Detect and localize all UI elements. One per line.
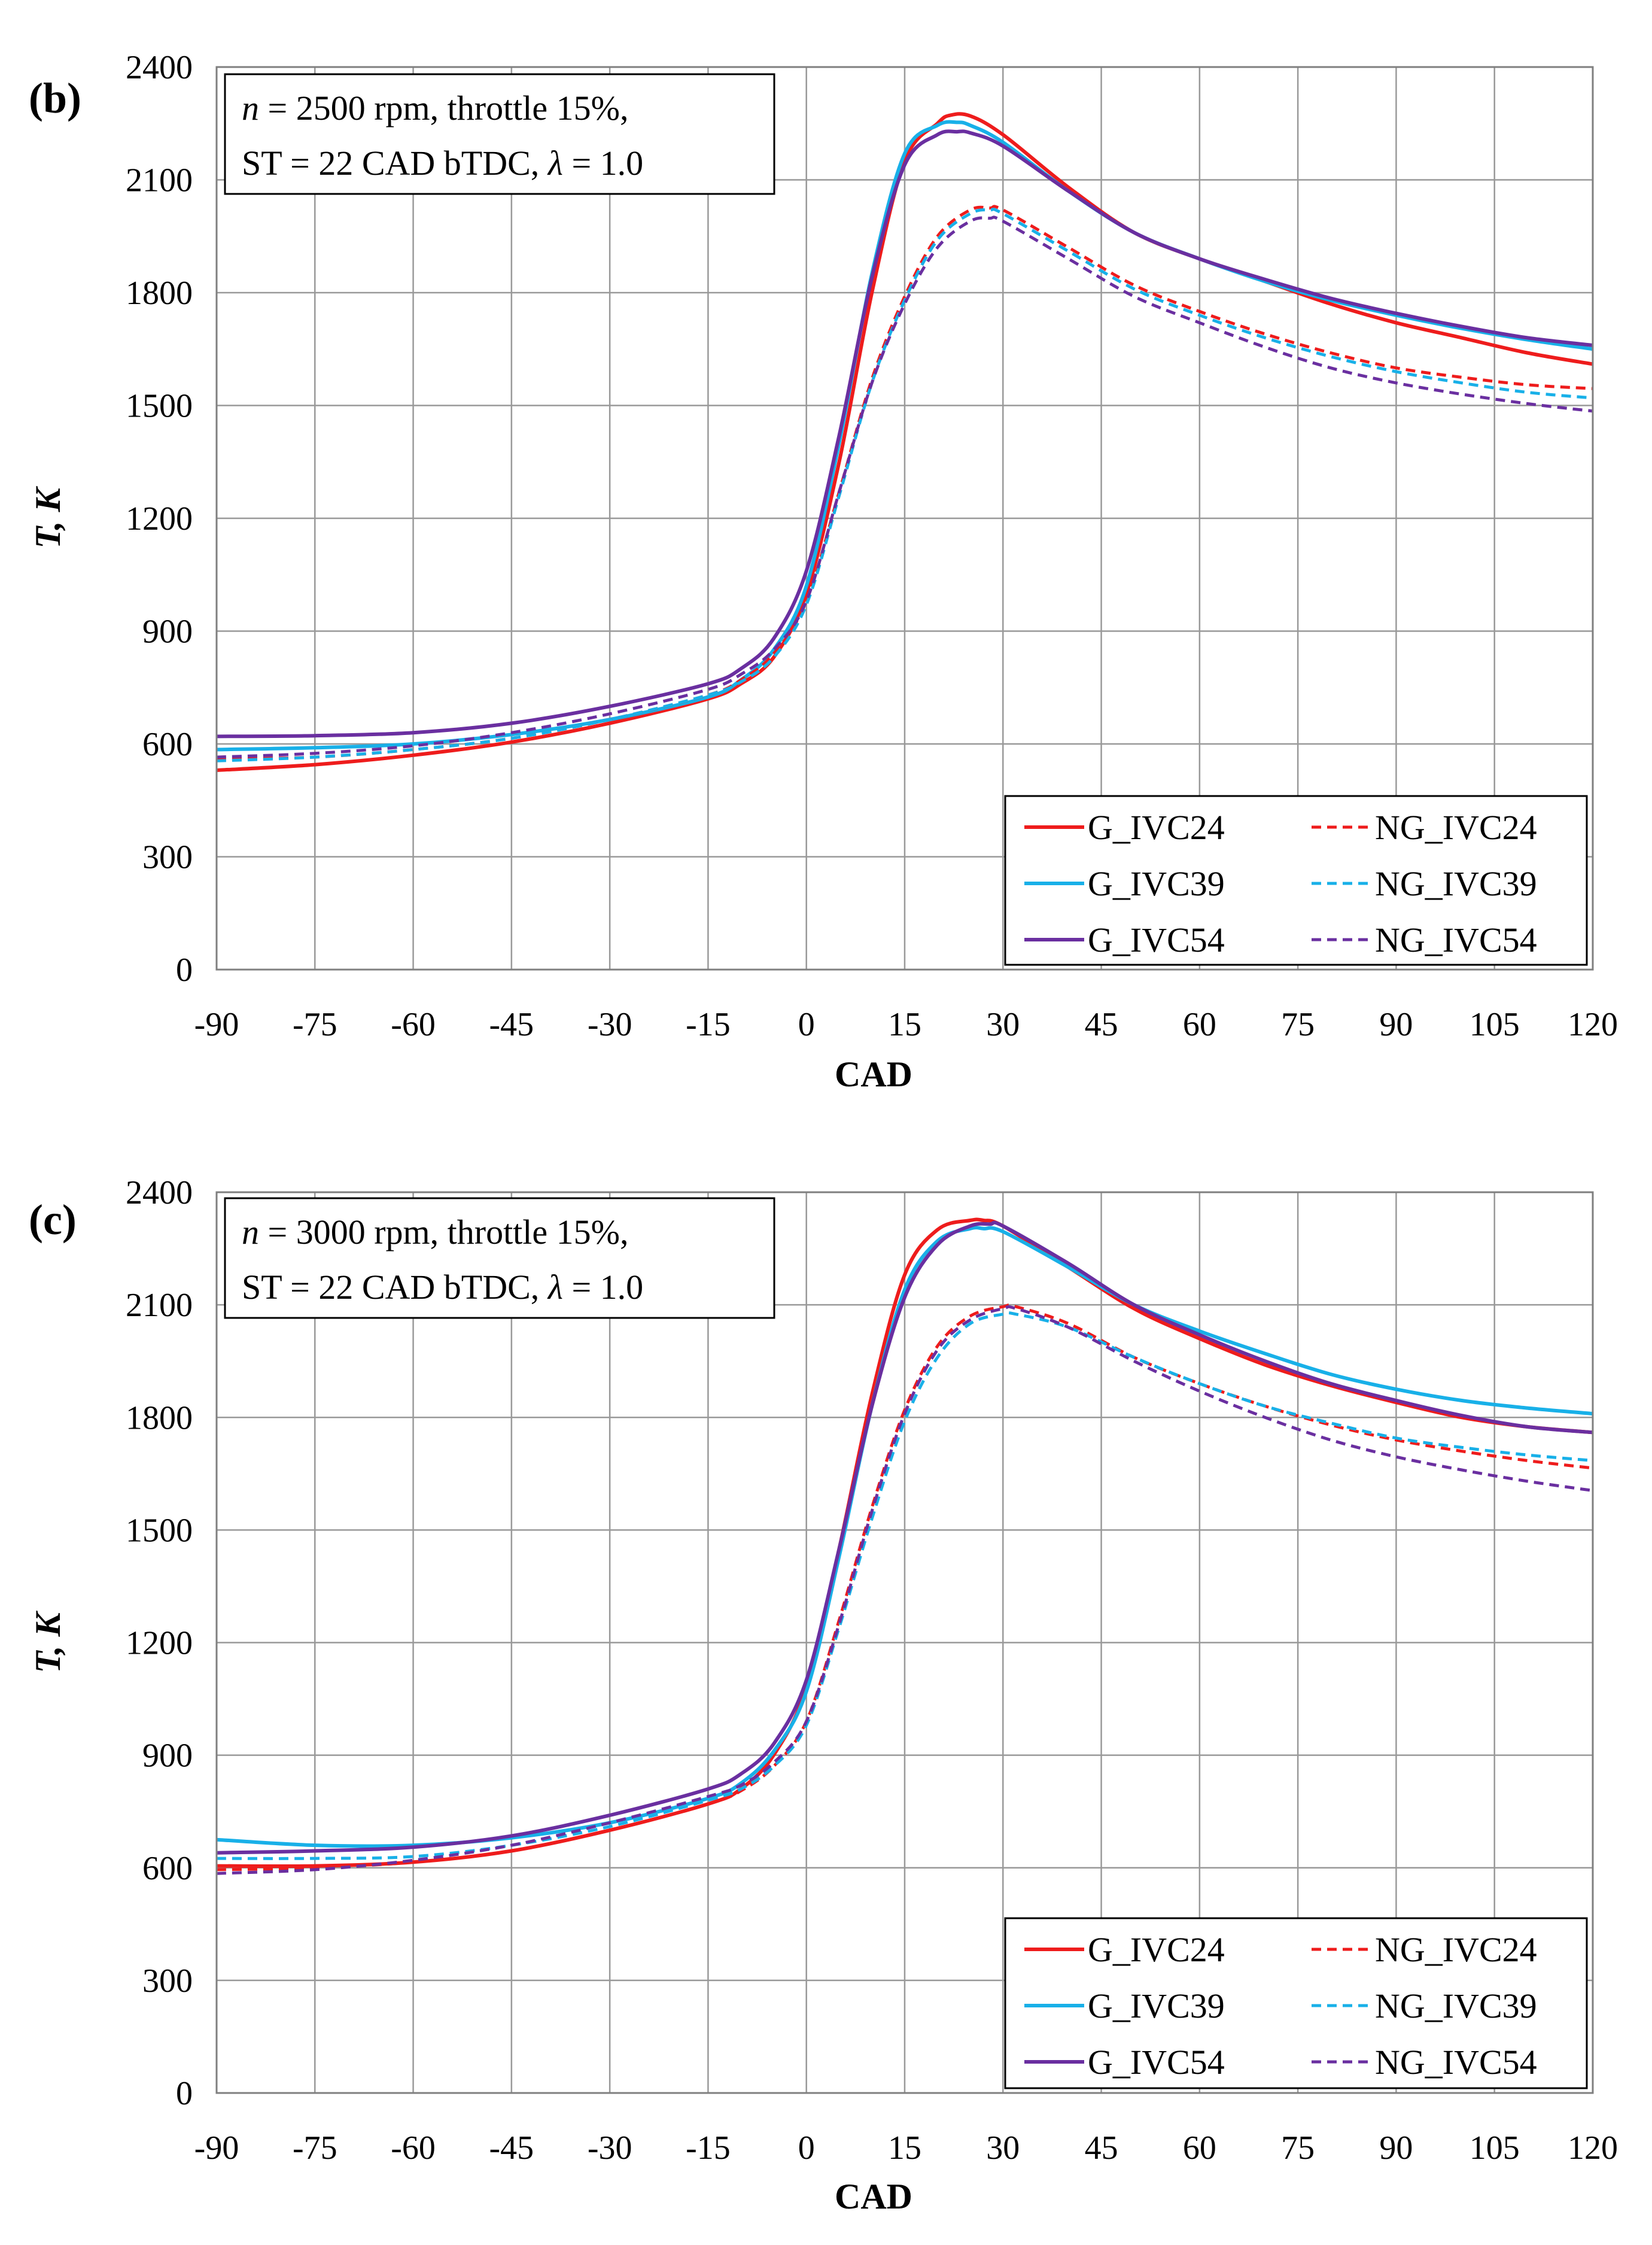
x-tick-label: -15	[686, 1006, 731, 1043]
y-tick-label: 900	[142, 613, 193, 651]
legend: G_IVC24 NG_IVC24 G_IVC39 NG_IVC39 G_IVC54 NG_…	[1004, 795, 1588, 966]
y-tick-label: 1800	[126, 275, 193, 312]
plot-border	[215, 1191, 1594, 2094]
x-tick-label: -45	[489, 2129, 534, 2167]
y-tick-labels: 0 300 600 900 1200 1500 1800 2100 2400	[126, 49, 193, 989]
y-tick-label: 600	[142, 1850, 193, 1887]
x-tick-label: 60	[1183, 2129, 1216, 2167]
legend-label-g-ivc39: G_IVC39	[1088, 1986, 1225, 2025]
x-tick-label: 45	[1085, 1006, 1118, 1043]
y-tick-label: 2100	[126, 162, 193, 199]
x-tick-label: 105	[1470, 1006, 1520, 1043]
series-lines	[216, 112, 1593, 772]
x-tick-label: 30	[986, 1006, 1020, 1043]
x-tick-label: 90	[1379, 2129, 1413, 2167]
x-tick-label: -90	[194, 1006, 239, 1043]
legend-box	[1004, 795, 1588, 966]
series-line-g-ivc54	[216, 129, 1593, 739]
x-tick-label: -75	[293, 1006, 337, 1043]
panel-label: (c)	[29, 1196, 77, 1244]
legend-label-ng-ivc54: NG_IVC54	[1375, 2043, 1537, 2082]
annotation-box: n = 2500 rpm, throttle 15%, ST = 22 CAD …	[224, 73, 775, 195]
y-tick-label: 2400	[126, 1174, 193, 1211]
annotation-box: n = 3000 rpm, throttle 15%, ST = 22 CAD …	[224, 1197, 775, 1319]
y-tick-label: 0	[176, 952, 193, 989]
x-tick-labels: -90 -75 -60 -45 -30 -15 0 15 30 45 60 75 90 105 120	[194, 1006, 1618, 1043]
x-tick-label: -60	[391, 2129, 436, 2167]
y-tick-label: 2400	[126, 49, 193, 86]
x-tick-label: -30	[588, 2129, 632, 2167]
x-tick-label: 0	[798, 1006, 815, 1043]
x-tick-label: 15	[888, 2129, 921, 2167]
y-axis-label: T, K	[28, 1610, 68, 1673]
x-tick-label: -90	[194, 2129, 239, 2167]
panel-label: (b)	[29, 74, 81, 122]
legend-label-ng-ivc54: NG_IVC54	[1375, 921, 1537, 959]
legend-label-ng-ivc24: NG_IVC24	[1375, 1930, 1537, 1969]
y-tick-label: 1500	[126, 388, 193, 425]
legend-label-g-ivc54: G_IVC54	[1088, 2043, 1225, 2082]
y-tick-label: 1500	[126, 1512, 193, 1549]
annotation-line-2: ST = 22 CAD bTDC, λ = 1.0	[242, 1268, 643, 1307]
legend-box	[1004, 1917, 1588, 2089]
legend: G_IVC24 NG_IVC24 G_IVC39 NG_IVC39 G_IVC54 NG_…	[1004, 1917, 1588, 2089]
x-axis-label: CAD	[835, 2177, 912, 2216]
series-lines	[216, 1217, 1593, 1875]
x-tick-label: 0	[798, 2129, 815, 2167]
series-line-ng-ivc24	[216, 1304, 1593, 1872]
series-line-ng-ivc39	[216, 208, 1593, 762]
x-tick-label: -75	[293, 2129, 337, 2167]
y-tick-label: 600	[142, 726, 193, 763]
annotation-line-1: n = 3000 rpm, throttle 15%,	[242, 1213, 628, 1251]
x-axis-label: CAD	[835, 1055, 912, 1094]
y-tick-labels: 0 300 600 900 1200 1500 1800 2100 2400	[126, 1174, 193, 2112]
y-tick-label: 900	[142, 1737, 193, 1775]
series-line-ng-ivc39	[216, 1311, 1593, 1860]
annotation-line-1: n = 2500 rpm, throttle 15%,	[242, 89, 628, 127]
y-axis-label: T, K	[28, 485, 68, 548]
x-tick-labels: -90 -75 -60 -45 -30 -15 0 15 30 45 60 75 90 105 120	[194, 2129, 1618, 2167]
legend-label-ng-ivc39: NG_IVC39	[1375, 1986, 1537, 2025]
y-tick-label: 1200	[126, 500, 193, 537]
x-tick-label: 120	[1568, 1006, 1618, 1043]
x-tick-label: 60	[1183, 1006, 1216, 1043]
annotation-line-2: ST = 22 CAD bTDC, λ = 1.0	[242, 144, 643, 183]
x-tick-label: 90	[1379, 1006, 1413, 1043]
legend-label-ng-ivc39: NG_IVC39	[1375, 864, 1537, 903]
y-tick-label: 1200	[126, 1625, 193, 1662]
y-tick-label: 0	[176, 2075, 193, 2112]
series-line-ng-ivc24	[216, 205, 1593, 761]
y-tick-label: 300	[142, 839, 193, 876]
x-tick-label: 15	[888, 1006, 921, 1043]
legend-label-g-ivc54: G_IVC54	[1088, 921, 1225, 959]
series-line-ng-ivc54	[216, 215, 1593, 759]
x-tick-label: 75	[1281, 1006, 1315, 1043]
y-tick-label: 2100	[126, 1287, 193, 1324]
series-line-g-ivc39	[216, 1226, 1593, 1848]
x-tick-label: 120	[1568, 2129, 1618, 2167]
x-tick-label: 75	[1281, 2129, 1315, 2167]
x-tick-label: 45	[1085, 2129, 1118, 2167]
x-tick-label: -45	[489, 1006, 534, 1043]
y-tick-label: 300	[142, 1963, 193, 2000]
y-tick-label: 1800	[126, 1399, 193, 1436]
series-line-g-ivc54	[216, 1220, 1593, 1855]
x-tick-label: -15	[686, 2129, 731, 2167]
legend-label-g-ivc24: G_IVC24	[1088, 808, 1225, 847]
x-tick-label: -60	[391, 1006, 436, 1043]
legend-label-ng-ivc24: NG_IVC24	[1375, 808, 1537, 847]
x-tick-label: 105	[1470, 2129, 1520, 2167]
legend-label-g-ivc24: G_IVC24	[1088, 1930, 1225, 1969]
x-tick-label: -30	[588, 1006, 632, 1043]
series-line-ng-ivc54	[216, 1305, 1593, 1875]
plot-border	[215, 66, 1594, 971]
legend-label-g-ivc39: G_IVC39	[1088, 864, 1225, 903]
x-tick-label: 30	[986, 2129, 1020, 2167]
